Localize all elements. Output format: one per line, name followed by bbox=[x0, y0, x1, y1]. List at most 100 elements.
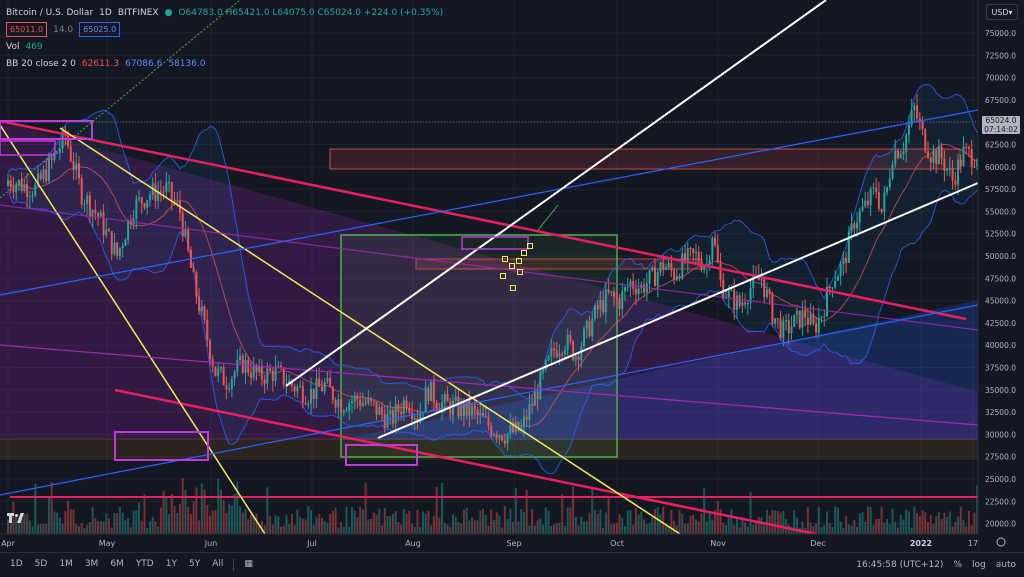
candle-body bbox=[356, 395, 359, 400]
auto-toggle[interactable]: auto bbox=[995, 560, 1016, 570]
candle-body bbox=[943, 158, 946, 171]
yellow-line-shallow bbox=[59, 127, 681, 535]
candle-body bbox=[812, 314, 815, 324]
bb-legend-row[interactable]: BB 20 close 2 0 62611.3 67086.6 58136.0 bbox=[6, 55, 443, 72]
candle-body bbox=[512, 425, 515, 433]
candle-body bbox=[490, 426, 493, 436]
price-tick-label: 35000.0 bbox=[985, 386, 1016, 395]
candle-body bbox=[353, 395, 356, 402]
volume-bar bbox=[651, 516, 654, 534]
clock[interactable]: 16:45:58 (UTC+12) bbox=[856, 560, 944, 570]
candle-body bbox=[632, 281, 635, 289]
volume-bar bbox=[252, 515, 255, 534]
interval[interactable]: 1D bbox=[99, 7, 112, 18]
volume-bar bbox=[492, 519, 495, 534]
candle-body bbox=[154, 183, 157, 201]
candle-body bbox=[159, 191, 162, 193]
candle-body bbox=[569, 334, 572, 342]
symbol-name[interactable]: Bitcoin / U.S. Dollar bbox=[6, 7, 94, 18]
trade-buttons-row: 65011.0 14.0 65025.0 bbox=[6, 21, 443, 38]
candle-body bbox=[951, 168, 954, 181]
volume-bar bbox=[967, 510, 970, 534]
volume-bar bbox=[451, 514, 454, 534]
bb-fill bbox=[8, 84, 1013, 474]
candle-body bbox=[793, 314, 796, 327]
candle-body bbox=[176, 201, 179, 203]
volume-bar bbox=[634, 507, 637, 534]
candle-body bbox=[667, 263, 670, 268]
volume-bar bbox=[599, 509, 602, 534]
volume-bar bbox=[553, 524, 555, 534]
volume-bar bbox=[94, 518, 97, 534]
candle-body bbox=[694, 251, 697, 254]
candle-body bbox=[891, 164, 894, 179]
volume-bar bbox=[826, 511, 828, 534]
candle-body bbox=[45, 169, 48, 182]
candle-body bbox=[957, 159, 960, 185]
volume-bar bbox=[397, 522, 400, 534]
volume-bar bbox=[812, 526, 815, 534]
volume-bar bbox=[176, 512, 179, 534]
sell-button[interactable]: 65011.0 bbox=[6, 22, 48, 37]
volume-bar bbox=[372, 512, 375, 534]
candle-body bbox=[561, 353, 564, 355]
volume-bar bbox=[219, 489, 222, 534]
volume-bar bbox=[741, 517, 744, 534]
candle-body bbox=[244, 360, 247, 373]
tradingview-logo-icon[interactable] bbox=[6, 512, 24, 524]
volume-bar bbox=[391, 513, 394, 534]
time-tick-label: Aug bbox=[405, 539, 421, 548]
calendar-icon[interactable]: ▦ bbox=[244, 559, 253, 569]
range-button[interactable]: All bbox=[212, 559, 224, 569]
range-button[interactable]: YTD bbox=[135, 559, 154, 569]
candle-body bbox=[99, 212, 102, 217]
volume-bar bbox=[304, 519, 307, 534]
volume-bar bbox=[288, 524, 291, 534]
candle-body bbox=[528, 404, 531, 420]
volume-bar bbox=[75, 524, 78, 534]
candle-body bbox=[525, 416, 528, 420]
range-button[interactable]: 3M bbox=[84, 559, 99, 569]
volume-bar bbox=[435, 486, 438, 534]
candle-body bbox=[239, 355, 242, 361]
log-toggle[interactable]: log bbox=[972, 560, 986, 570]
candle-body bbox=[558, 353, 561, 357]
candle-body bbox=[815, 323, 818, 333]
bb-upper-line bbox=[7, 84, 1013, 400]
candle-body bbox=[383, 414, 386, 428]
volume-bar bbox=[154, 521, 157, 534]
candle-body bbox=[260, 365, 263, 380]
volume-bar bbox=[793, 510, 796, 534]
candle-body bbox=[946, 169, 949, 171]
volume-bar bbox=[64, 511, 67, 534]
candle-body bbox=[509, 425, 512, 434]
candle-body bbox=[929, 157, 932, 163]
candle-body bbox=[408, 408, 411, 413]
volume-bar bbox=[337, 527, 340, 534]
range-button[interactable]: 1D bbox=[10, 559, 23, 569]
range-button[interactable]: 1M bbox=[59, 559, 73, 569]
candle-body bbox=[492, 434, 495, 436]
candle-body bbox=[896, 150, 899, 159]
range-button[interactable]: 5Y bbox=[188, 559, 201, 569]
blue-base-line bbox=[0, 304, 979, 496]
volume-bar bbox=[340, 522, 343, 534]
percent-toggle[interactable]: % bbox=[953, 560, 962, 570]
candle-body bbox=[659, 262, 662, 273]
range-button[interactable]: 1Y bbox=[165, 559, 177, 569]
range-button[interactable]: 5D bbox=[34, 559, 48, 569]
time-tick-label: May bbox=[99, 539, 116, 548]
volume-bar bbox=[839, 521, 842, 534]
currency-button[interactable]: USD ▾ bbox=[986, 4, 1018, 20]
volume-bar bbox=[296, 509, 299, 534]
volume-bar bbox=[50, 481, 53, 534]
range-button[interactable]: 6M bbox=[110, 559, 124, 569]
volume-legend-row[interactable]: Vol 469 bbox=[6, 38, 443, 55]
buy-button[interactable]: 65025.0 bbox=[79, 22, 121, 37]
candle-body bbox=[23, 184, 26, 191]
candle-body bbox=[678, 276, 681, 279]
volume-bar bbox=[326, 522, 329, 534]
candle-body bbox=[503, 440, 506, 444]
legend-symbol-row[interactable]: Bitcoin / U.S. Dollar 1D BITFINEX ● O647… bbox=[6, 4, 443, 21]
